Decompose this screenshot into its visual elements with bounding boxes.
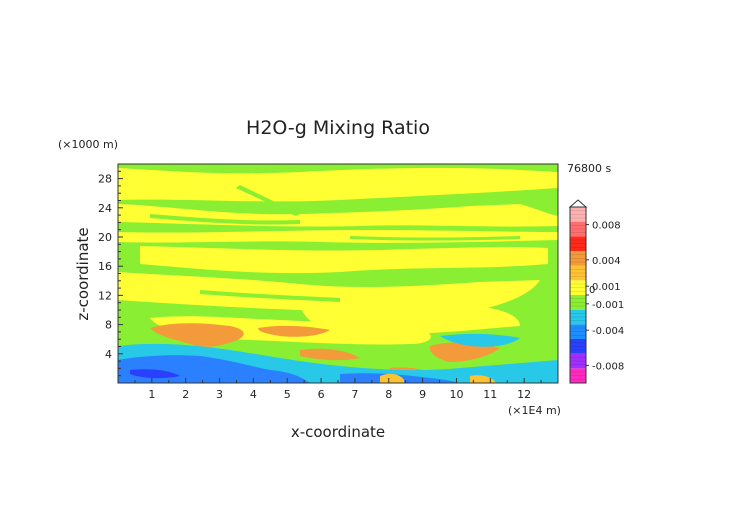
colorbar-label: -0.008 bbox=[592, 361, 624, 372]
colorbar-swatch bbox=[570, 339, 586, 354]
x-unit-label: (×1E4 m) bbox=[508, 404, 561, 417]
x-tick-label: 7 bbox=[351, 388, 358, 401]
chart-title: H2O-g Mixing Ratio bbox=[246, 117, 430, 139]
colorbar-swatch bbox=[570, 221, 586, 237]
colorbar-swatch bbox=[570, 353, 586, 369]
colorbar bbox=[568, 199, 588, 384]
x-tick-label: 4 bbox=[250, 388, 257, 401]
colorbar-extend-arrow bbox=[568, 199, 588, 208]
y-tick-label: 24 bbox=[98, 202, 112, 215]
x-tick-label: 9 bbox=[419, 388, 426, 401]
colorbar-label: -0.001 bbox=[592, 300, 624, 311]
colorbar-label: -0.004 bbox=[592, 326, 624, 337]
x-tick-label: 2 bbox=[182, 388, 189, 401]
colorbar-swatch bbox=[570, 236, 586, 251]
y-unit-label: (×1000 m) bbox=[58, 138, 118, 151]
green-streaks bbox=[150, 185, 520, 302]
x-tick-label: 12 bbox=[517, 388, 531, 401]
x-tick-label: 10 bbox=[449, 388, 463, 401]
colorbar-swatch bbox=[570, 368, 586, 383]
colorbar-label: 0.004 bbox=[592, 256, 621, 267]
plot-area bbox=[118, 164, 558, 383]
y-tick-label: 20 bbox=[98, 231, 112, 244]
y-tick-label: 16 bbox=[98, 260, 112, 273]
x-ticks: 1 2 3 4 5 6 7 8 9 10 11 12 bbox=[117, 378, 559, 401]
colorbar-swatch bbox=[570, 295, 586, 310]
x-tick-label: 1 bbox=[148, 388, 155, 401]
dark-blue-regions bbox=[130, 369, 180, 379]
x-tick-label: 3 bbox=[216, 388, 223, 401]
x-tick-label: 6 bbox=[318, 388, 325, 401]
y-axis-label: z-coordinate bbox=[74, 227, 92, 320]
y-tick-label: 12 bbox=[98, 289, 112, 302]
colorbar-label: 0.001 bbox=[592, 282, 621, 293]
x-tick-label: 11 bbox=[483, 388, 497, 401]
colorbar-swatch bbox=[570, 207, 586, 222]
y-tick-label: 28 bbox=[98, 173, 112, 186]
x-tick-label: 8 bbox=[385, 388, 392, 401]
colorbar-label: 0 bbox=[589, 285, 595, 296]
colorbar-swatch bbox=[570, 265, 586, 281]
y-ticks: 4 8 12 16 20 24 28 bbox=[98, 163, 123, 384]
colorbar-swatch bbox=[570, 251, 586, 266]
colorbar-swatch bbox=[570, 324, 586, 339]
colorbar-swatch bbox=[570, 309, 586, 325]
y-tick-label: 8 bbox=[105, 319, 112, 332]
colorbar-swatch bbox=[570, 280, 586, 295]
surface-spots bbox=[380, 373, 496, 383]
x-axis-label: x-coordinate bbox=[291, 423, 385, 441]
y-tick-label: 4 bbox=[105, 348, 112, 361]
time-label: 76800 s bbox=[567, 162, 611, 175]
colorbar-label: 0.008 bbox=[592, 221, 621, 232]
x-tick-label: 5 bbox=[284, 388, 291, 401]
